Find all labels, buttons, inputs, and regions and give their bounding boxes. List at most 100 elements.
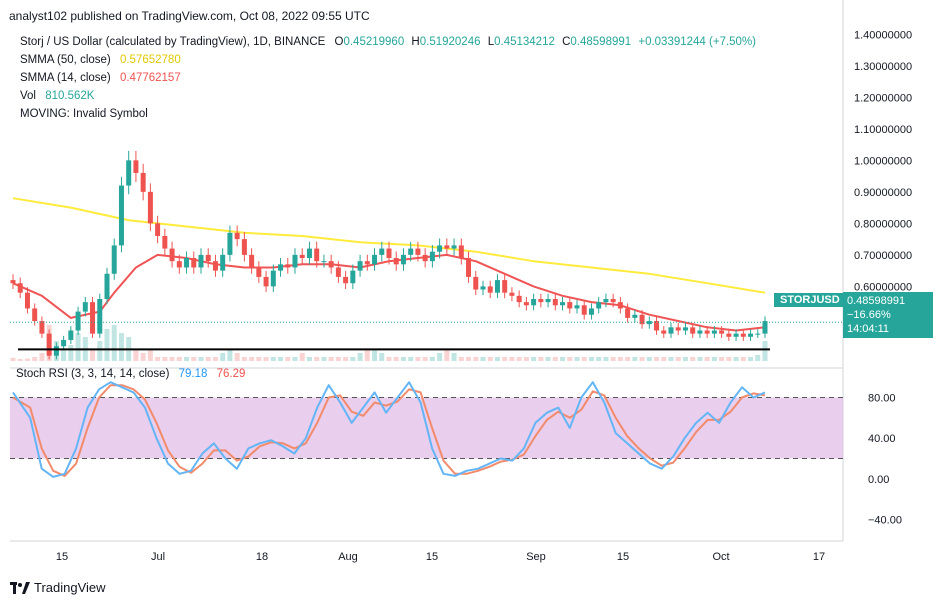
volume-bar: [603, 357, 609, 361]
stoch-rsi-pane: [10, 381, 843, 478]
candle-body: [516, 295, 522, 303]
legend-open: 0.45219960: [343, 36, 405, 48]
volume-bar: [574, 357, 580, 361]
candle-body: [198, 254, 204, 268]
volume-bar: [314, 357, 320, 361]
candle-body: [480, 286, 486, 290]
candle-body: [509, 292, 515, 296]
volume-bar: [39, 353, 45, 361]
volume-bar: [596, 357, 602, 361]
volume-bar: [379, 353, 385, 361]
candle-body: [249, 254, 255, 268]
volume-bar: [104, 329, 110, 361]
volume-bar: [343, 357, 349, 361]
time-tick-label: Oct: [712, 551, 729, 563]
time-tick-label: 18: [256, 551, 268, 563]
volume-bar: [263, 357, 269, 361]
volume-bar: [61, 349, 67, 361]
volume-bar: [90, 349, 96, 361]
volume-bar: [480, 357, 486, 361]
legend-vol-label: Vol: [20, 90, 36, 102]
rsi-legend-label: Stoch RSI (3, 3, 14, 14, close): [16, 368, 170, 380]
volume-bar: [140, 353, 146, 361]
candle-body: [234, 232, 240, 240]
candle-body: [306, 248, 312, 259]
time-tick-label: 15: [617, 551, 629, 563]
candle-body: [10, 280, 16, 284]
volume-bar: [668, 357, 674, 361]
price-tick-label: 1.40000000: [854, 29, 912, 41]
volume-bar: [191, 357, 197, 361]
candle-body: [596, 302, 602, 309]
candle-body: [719, 330, 725, 334]
volume-bar: [299, 353, 305, 361]
volume-bar: [212, 357, 218, 361]
candle-body: [292, 254, 298, 268]
candle-body: [270, 270, 276, 287]
candle-body: [104, 273, 110, 299]
volume-bar: [234, 353, 240, 361]
volume-bar: [393, 357, 399, 361]
volume-bar: [155, 357, 161, 361]
candle-body: [487, 286, 493, 293]
candle-body: [675, 327, 681, 331]
candle-body: [256, 267, 262, 277]
legend-sma50-row: SMMA (50, close) 0.57652780: [20, 54, 181, 66]
volume-bar: [567, 357, 573, 361]
volume-bar: [509, 357, 515, 361]
symbol-badge: STORJUSD: [774, 293, 846, 307]
volume-bar: [588, 357, 594, 361]
volume-bar: [466, 357, 472, 361]
candle-body: [321, 261, 327, 263]
candle-body: [386, 248, 392, 259]
volume-bar: [675, 357, 681, 361]
volume-bar: [473, 357, 479, 361]
price-tick-label: 1.10000000: [854, 124, 912, 136]
candle-body: [588, 308, 594, 315]
volume-bar: [711, 357, 717, 361]
volume-bar: [176, 357, 182, 361]
volume-bar: [581, 357, 587, 361]
published-note: analyst102 published on TradingView.com,…: [9, 9, 370, 23]
volume-bar: [639, 357, 645, 361]
candle-body: [53, 346, 59, 356]
candle-body: [335, 267, 341, 277]
volume-bar: [560, 357, 566, 361]
volume-bar: [270, 357, 276, 361]
legend-vol-row: Vol 810.562K: [20, 90, 94, 102]
volume-bar: [335, 357, 341, 361]
volume-bar: [552, 357, 558, 361]
legend-change: +0.03391244 (+7.50%): [638, 36, 757, 48]
price-box-pct: −16.66%: [847, 309, 891, 321]
legend-close-label: C: [562, 36, 571, 48]
volume-bar: [545, 357, 551, 361]
volume-bar: [516, 357, 522, 361]
candle-body: [704, 330, 710, 334]
volume-bar: [437, 353, 443, 361]
candle-body: [682, 327, 688, 331]
price-box: 0.48598991 −16.66% 14:04:11: [843, 292, 933, 338]
volume-bar: [429, 357, 435, 361]
volume-bar: [306, 357, 312, 361]
candle-body: [176, 261, 182, 268]
volume-bar: [444, 349, 450, 361]
candle-body: [32, 308, 38, 322]
price-tick-label: 0.60000000: [854, 281, 912, 293]
volume-bar: [133, 349, 139, 361]
candle-body: [733, 333, 739, 337]
candle-body: [24, 292, 30, 309]
candle-body: [581, 305, 587, 315]
candle-body: [625, 308, 631, 318]
volume-bar: [292, 357, 298, 361]
candle-body: [560, 302, 566, 306]
rsi-legend-k: 79.18: [178, 368, 208, 380]
candle-body: [755, 333, 761, 335]
tradingview-logo[interactable]: TradingView: [10, 580, 106, 595]
price-tick-label: 0.70000000: [854, 250, 912, 262]
volume-bars: [10, 325, 768, 361]
legend-low-label: L: [487, 36, 495, 48]
candle-body: [155, 223, 161, 236]
candle-body: [603, 298, 609, 303]
candle-body: [147, 191, 153, 224]
